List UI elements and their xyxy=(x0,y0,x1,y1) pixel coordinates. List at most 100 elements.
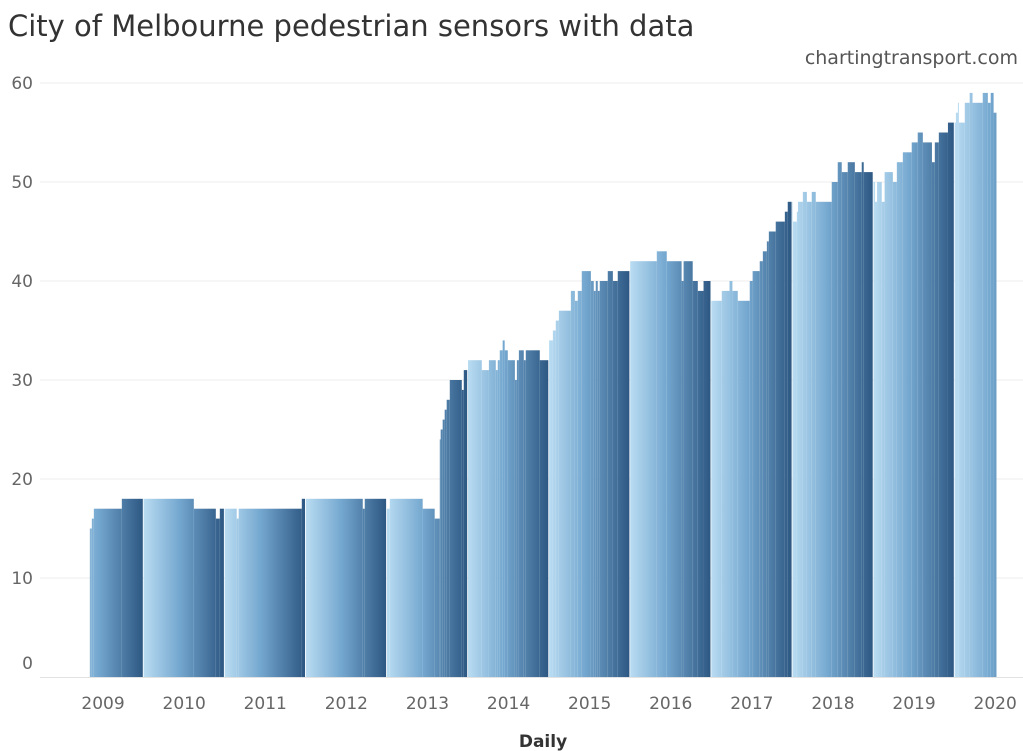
bar-segment xyxy=(516,360,519,677)
bar-segment xyxy=(497,360,500,677)
bar-segment xyxy=(581,271,591,677)
x-tick-label: 2020 xyxy=(974,694,1017,714)
bar-segment xyxy=(93,508,122,677)
bar-segment xyxy=(737,300,750,677)
bar-segment xyxy=(439,439,441,677)
bar-segment xyxy=(729,281,733,677)
bar-segment xyxy=(875,201,878,678)
bar-segment xyxy=(577,290,582,677)
bar-segment xyxy=(121,498,143,677)
bar-segment xyxy=(440,429,443,677)
bar-segment xyxy=(525,350,540,677)
chart-credit: chartingtransport.com xyxy=(805,47,1018,69)
x-tick-label: 2009 xyxy=(81,694,124,714)
bar-segment xyxy=(488,360,496,677)
bar-segment xyxy=(449,380,462,677)
bar-segment xyxy=(957,102,959,678)
bar-segment xyxy=(896,162,903,677)
bar-segment xyxy=(386,508,390,677)
bar-segment xyxy=(224,508,237,677)
bar-segment xyxy=(389,498,423,677)
bar-segment xyxy=(666,261,682,677)
bar-segment xyxy=(434,518,440,677)
chart-title: City of Melbourne pedestrian sensors wit… xyxy=(8,9,694,43)
bar-segment xyxy=(873,182,876,677)
bar-segment xyxy=(768,231,776,677)
bar-segment xyxy=(993,112,997,677)
x-axis-label: Daily xyxy=(519,732,567,751)
bar-segment xyxy=(597,290,600,677)
bar-segment xyxy=(841,172,848,677)
bar-segment xyxy=(881,201,885,678)
bar-segment xyxy=(463,370,468,677)
x-axis: 2009 2010 2011 2012 2013 2014 2015 2016 2017 2018… xyxy=(40,677,1023,714)
bar-segment xyxy=(752,271,760,677)
bar-segment xyxy=(815,201,832,678)
bar-segment xyxy=(215,518,220,677)
bar-segment xyxy=(847,162,855,677)
bar-segment xyxy=(446,399,450,677)
bar-segment xyxy=(504,350,508,677)
y-axis: 0 10 20 30 40 50 60 xyxy=(11,74,33,674)
y-tick-label: 10 xyxy=(11,569,33,589)
bar-segment xyxy=(954,122,956,678)
bar-segment xyxy=(444,409,447,677)
x-tick-label: 2019 xyxy=(892,694,935,714)
x-tick-label: 2017 xyxy=(730,694,773,714)
bar-segment xyxy=(630,261,657,677)
bar-segment xyxy=(442,419,445,677)
bar-segment xyxy=(555,320,559,677)
bar-segment xyxy=(570,290,575,677)
bar-segment xyxy=(305,498,363,677)
bar-segment xyxy=(692,281,698,677)
bar-segment xyxy=(990,92,994,677)
bar-segment xyxy=(892,182,897,677)
bar-segment xyxy=(507,360,515,677)
bar-segment xyxy=(514,380,517,677)
bar-segment xyxy=(599,281,608,677)
y-tick-label: 30 xyxy=(11,371,33,391)
x-tick-label: 2012 xyxy=(325,694,368,714)
bar-segment xyxy=(831,182,838,677)
bar-segment xyxy=(549,340,553,677)
bar-segment xyxy=(681,281,684,677)
bar-segment xyxy=(499,350,503,677)
bar-segment xyxy=(595,281,598,677)
bar-segment xyxy=(938,132,948,677)
x-tick-label: 2016 xyxy=(649,694,692,714)
bar-segment xyxy=(796,211,798,677)
bar-segment xyxy=(911,142,918,677)
bar-segment xyxy=(958,122,965,678)
bar-segment xyxy=(884,172,893,677)
bar-segment xyxy=(711,300,722,677)
bar-segment xyxy=(931,162,935,677)
bar-segment xyxy=(523,360,526,677)
bar-segment xyxy=(552,330,556,677)
bar-segment xyxy=(539,360,549,677)
bar-segment xyxy=(617,271,630,677)
bar-segment xyxy=(797,201,803,678)
x-tick-label: 2013 xyxy=(406,694,449,714)
bar-segment xyxy=(721,290,730,677)
bar-segment xyxy=(364,498,387,677)
bar-segment xyxy=(787,201,792,678)
x-tick-label: 2014 xyxy=(487,694,530,714)
y-tick-label: 20 xyxy=(11,470,33,490)
bar-segment xyxy=(749,281,753,677)
bar-segment xyxy=(955,112,958,677)
bar-segment xyxy=(612,281,618,677)
bar-segment xyxy=(811,191,816,677)
bar-segment xyxy=(593,290,596,677)
bar-segment xyxy=(468,360,482,677)
bar-segment xyxy=(969,92,973,677)
y-tick-label: 40 xyxy=(11,272,33,292)
bar-segment xyxy=(502,340,505,677)
bar-segment xyxy=(972,102,983,678)
bar-segment xyxy=(422,508,435,677)
bar-segment xyxy=(934,142,939,677)
bar-segment xyxy=(964,102,970,678)
bar-segment xyxy=(982,92,988,677)
bar-segment xyxy=(236,518,239,677)
bar-segment xyxy=(902,152,912,678)
x-tick-label: 2011 xyxy=(244,694,287,714)
